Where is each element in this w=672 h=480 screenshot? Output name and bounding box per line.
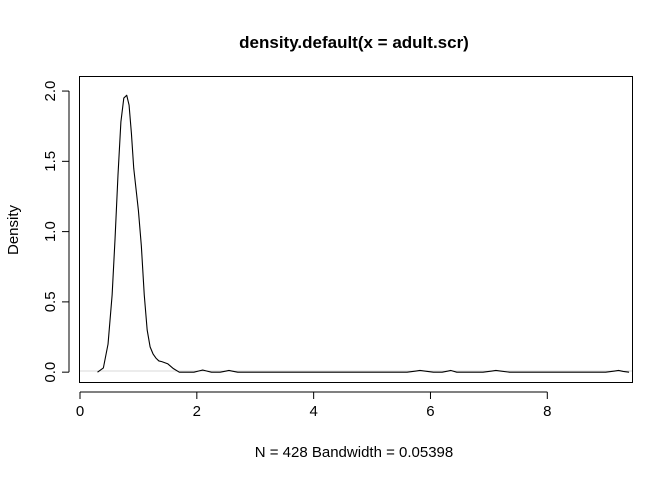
x-tick-label: 4	[309, 403, 317, 420]
y-tick-label: 2.0	[42, 81, 59, 102]
density-curve	[97, 94, 630, 373]
y-tick-label: 1.5	[42, 151, 59, 172]
chart-title: density.default(x = adult.scr)	[239, 33, 469, 52]
x-tick-label: 2	[193, 403, 201, 420]
y-tick-label: 0.5	[42, 291, 59, 312]
x-axis: 0 2 4 6 8	[76, 391, 551, 420]
x-tick-label: 6	[426, 403, 434, 420]
y-axis: 0.0 0.5 1.0 1.5 2.0	[42, 81, 70, 383]
y-tick-label: 0.0	[42, 362, 59, 383]
x-tick-label: 0	[76, 403, 84, 420]
x-tick-label: 8	[543, 403, 551, 420]
y-axis-label: Density	[5, 204, 22, 255]
x-axis-label: N = 428 Bandwidth = 0.05398	[255, 444, 454, 461]
y-tick-label: 1.0	[42, 221, 59, 242]
plot-box	[79, 76, 633, 383]
